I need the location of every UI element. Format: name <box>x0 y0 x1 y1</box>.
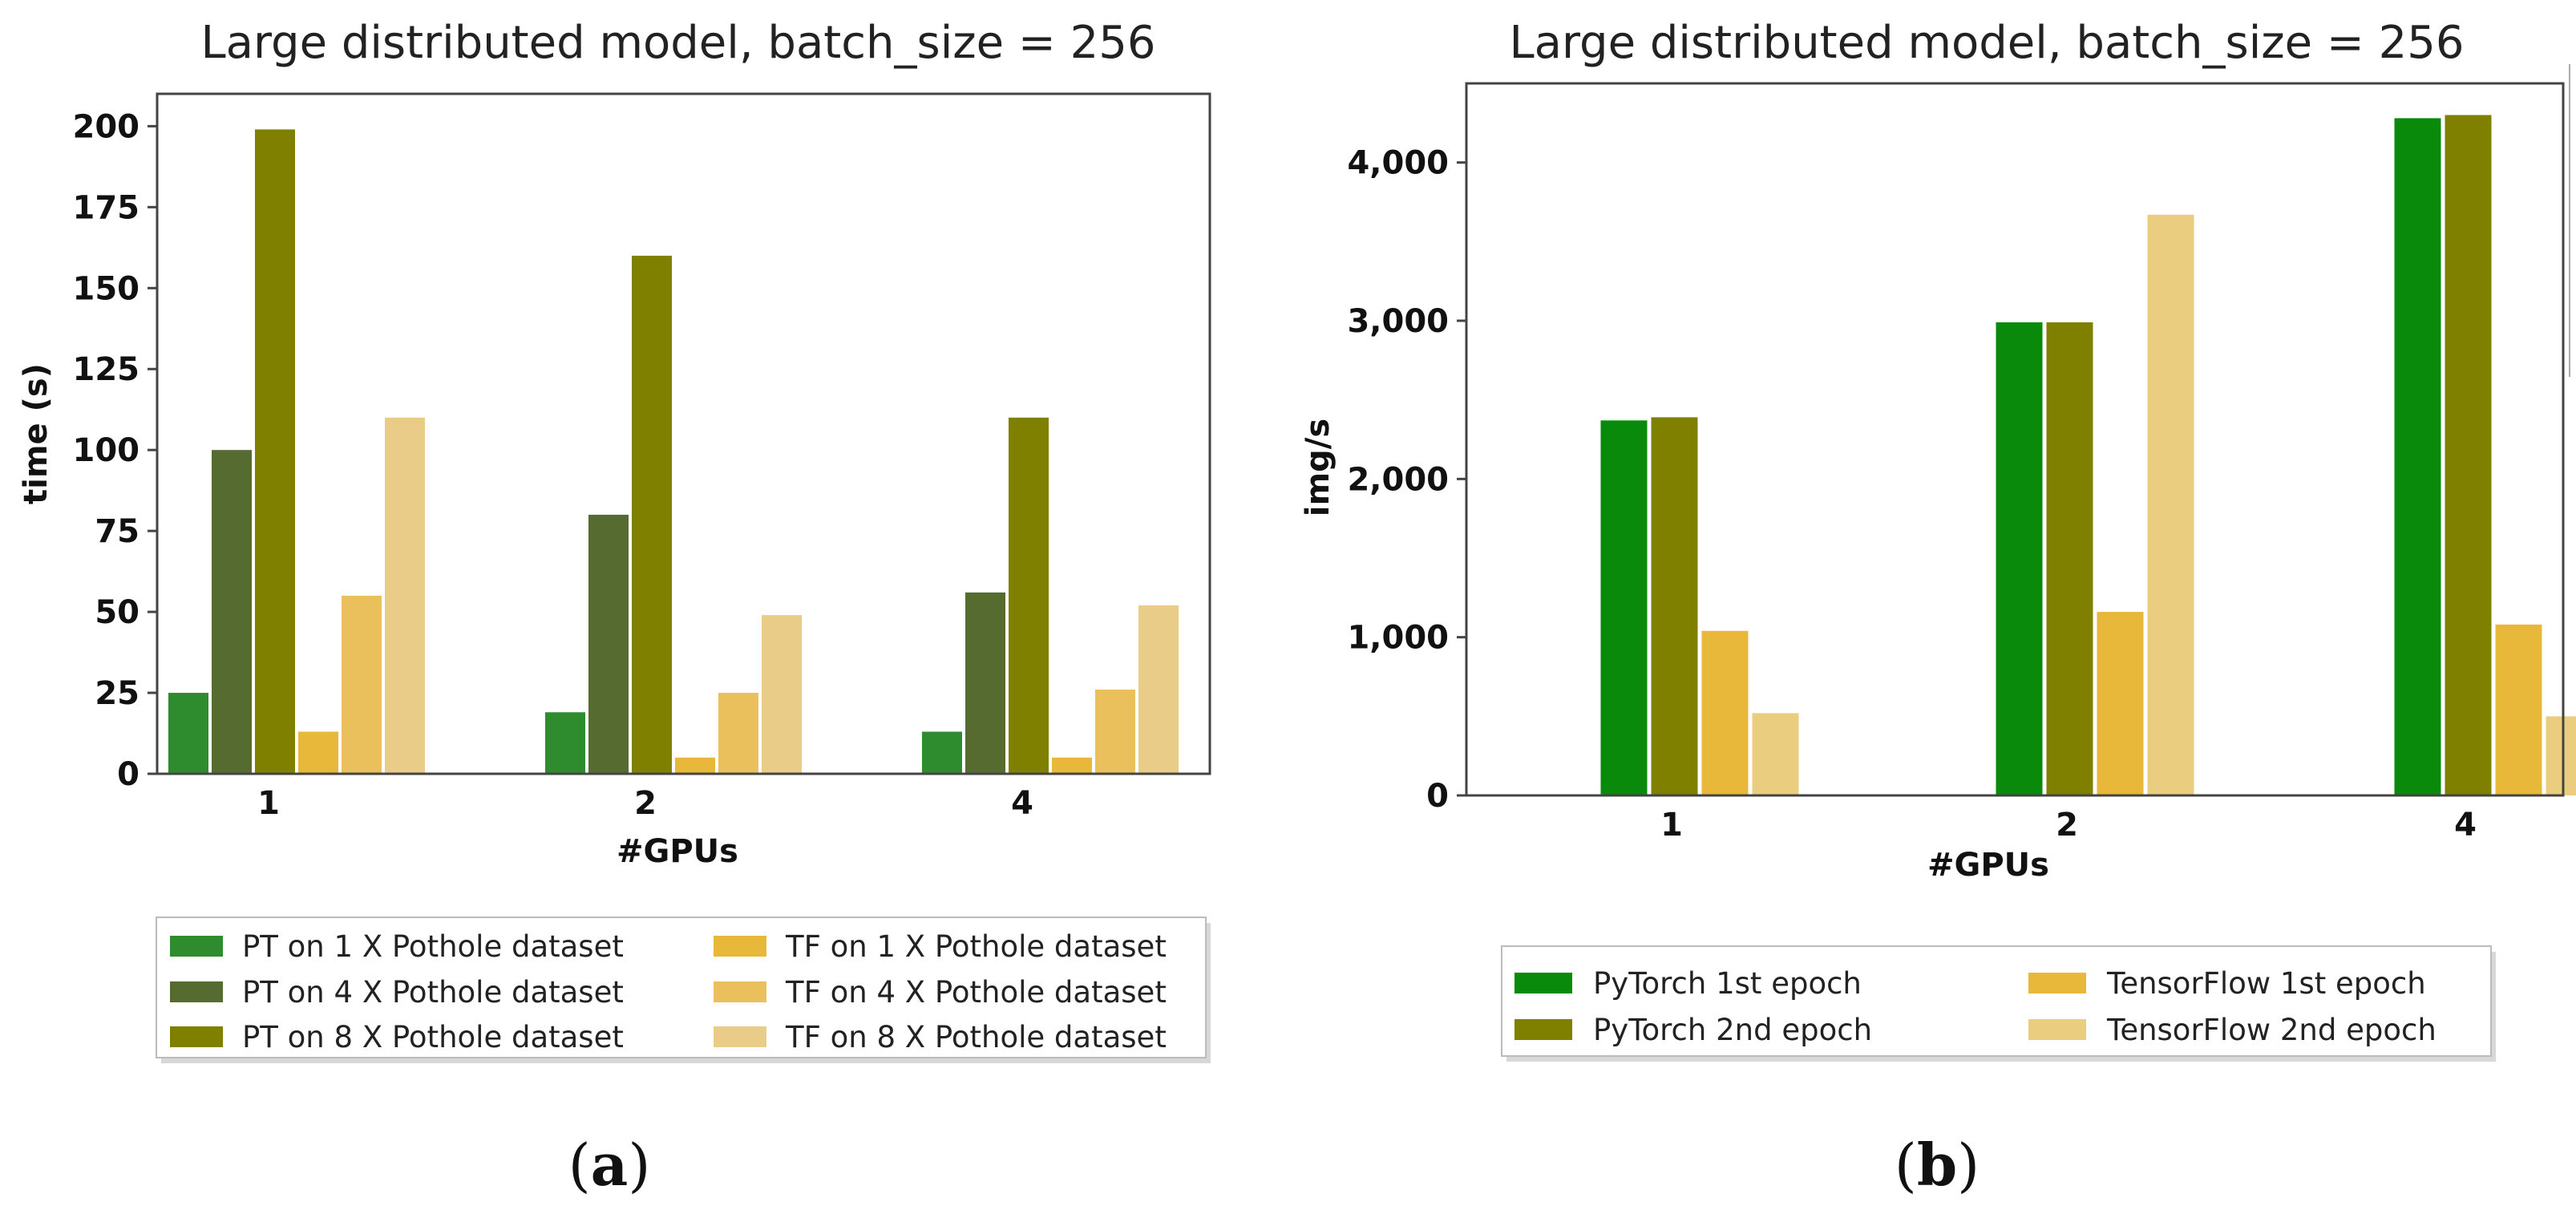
chart-a-bar-2-1 <box>212 450 252 774</box>
chart-a-y-tick-label: 0 <box>117 756 140 793</box>
chart-a-y-tick-label: 125 <box>73 351 140 388</box>
chart-a-legend-label: PT on 8 X Pothole dataset <box>242 1020 624 1054</box>
chart-b-plot-frame <box>1465 82 2565 797</box>
chart-b-y-tick-label: 0 <box>1426 778 1449 815</box>
chart-b: Large distributed model, batch_size = 25… <box>1300 17 2576 1199</box>
chart-a-legend-label: PT on 1 X Pothole dataset <box>242 929 624 964</box>
chart-a-y-tick-label: 175 <box>73 189 140 226</box>
chart-a-legend-swatch <box>170 1026 223 1047</box>
chart-a-bar-5-4 <box>1095 690 1135 774</box>
chart-a-legend: PT on 1 X Pothole dataset PT on 4 X Potho… <box>156 917 1211 1063</box>
chart-b-bar-2-4 <box>2445 115 2492 795</box>
chart-a-legend-label: PT on 4 X Pothole dataset <box>242 975 624 1010</box>
chart-a-bar-5-1 <box>342 595 382 774</box>
chart-b-x-tick-label: 2 <box>2056 807 2078 844</box>
chart-a-bar-4-4 <box>1052 757 1092 774</box>
chart-a-bar-3-2 <box>632 255 672 774</box>
chart-a-bar-2-4 <box>965 592 1005 774</box>
chart-a-bar-1-2 <box>545 712 585 774</box>
chart-a-title: Large distributed model, batch_size = 25… <box>200 17 1155 69</box>
chart-a-bar-6-1 <box>385 417 425 774</box>
chart-a-legend-swatch <box>714 981 766 1002</box>
chart-a-bar-2-2 <box>588 514 629 774</box>
chart-a-x-ticks: 1 2 4 <box>257 785 1033 822</box>
chart-a-legend-label: TF on 1 X Pothole dataset <box>785 929 1167 964</box>
chart-a-bars <box>168 129 1179 774</box>
chart-a-bar-5-2 <box>718 693 758 774</box>
chart-a-bar-6-4 <box>1138 605 1179 774</box>
chart-b-y-ticks: 0 1,000 2,000 3,000 4,000 <box>1347 145 1466 815</box>
chart-b-bar-3-1 <box>1701 630 1749 795</box>
chart-a-legend-swatch <box>714 936 766 957</box>
chart-b-bar-2-1 <box>1651 417 1698 795</box>
chart-b-y-tick-label: 2,000 <box>1347 461 1449 498</box>
chart-a-bar-6-2 <box>762 615 802 774</box>
chart-a-y-tick-label: 50 <box>95 594 140 631</box>
chart-a-y-tick-label: 200 <box>73 108 140 145</box>
panel-label-b: (b) <box>1895 1131 1980 1199</box>
chart-b-x-axis-label: #GPUs <box>1927 847 2049 884</box>
chart-a-legend-label: TF on 8 X Pothole dataset <box>785 1020 1167 1054</box>
chart-b-x-ticks: 1 2 4 <box>1660 807 2477 844</box>
chart-a-x-axis-label: #GPUs <box>617 833 738 870</box>
chart-b-bar-1-1 <box>1600 420 1648 795</box>
chart-b-title: Large distributed model, batch_size = 25… <box>1509 17 2464 69</box>
chart-a-legend-swatch <box>714 1026 766 1047</box>
chart-b-bar-2-2 <box>2046 322 2093 795</box>
chart-b-bar-3-4 <box>2495 624 2542 795</box>
chart-b-bar-4-2 <box>2147 214 2194 796</box>
chart-b-y-tick-label: 4,000 <box>1347 145 1449 182</box>
chart-b-legend-swatch <box>2028 973 2086 993</box>
chart-a: Large distributed model, batch_size = 25… <box>18 17 1211 1199</box>
chart-b-legend: PyTorch 1st epoch PyTorch 2nd epoch Tensor… <box>1501 945 2496 1062</box>
chart-b-bar-1-4 <box>2394 118 2441 795</box>
chart-b-bar-4-1 <box>1752 713 1799 795</box>
chart-a-legend-swatch <box>170 981 223 1002</box>
panel-label-a: (a) <box>568 1131 651 1199</box>
chart-a-bar-1-1 <box>168 693 208 774</box>
chart-a-x-tick-label: 4 <box>1011 785 1033 822</box>
chart-a-x-tick-label: 2 <box>634 785 657 822</box>
chart-b-legend-swatch <box>2028 1019 2086 1040</box>
chart-b-legend-swatch <box>1514 973 1572 993</box>
chart-b-bars <box>1600 115 2576 796</box>
chart-b-y-axis-label: img/s <box>1300 419 1337 516</box>
chart-a-y-axis-label: time (s) <box>18 363 55 504</box>
chart-a-legend-swatch <box>170 936 223 957</box>
chart-b-legend-label: PyTorch 1st epoch <box>1593 966 1862 1001</box>
chart-b-x-tick-label: 4 <box>2454 807 2477 844</box>
chart-a-y-tick-label: 100 <box>73 432 140 469</box>
chart-a-y-tick-label: 25 <box>95 675 140 712</box>
chart-a-bar-1-4 <box>922 731 962 774</box>
chart-a-bar-4-1 <box>298 731 338 774</box>
chart-b-legend-swatch <box>1514 1019 1572 1040</box>
chart-a-y-ticks: 0 25 50 75 100 125 150 175 200 <box>73 108 157 793</box>
chart-b-legend-label: PyTorch 2nd epoch <box>1593 1013 1872 1047</box>
chart-a-legend-label: TF on 4 X Pothole dataset <box>785 975 1167 1010</box>
chart-a-bar-3-4 <box>1009 417 1049 774</box>
chart-b-bar-4-4 <box>2546 716 2576 795</box>
chart-a-bar-4-2 <box>675 757 715 774</box>
chart-a-bar-3-1 <box>255 129 295 774</box>
chart-b-y-tick-label: 3,000 <box>1347 303 1449 340</box>
chart-b-x-tick-label: 1 <box>1660 807 1683 844</box>
chart-a-y-tick-label: 75 <box>95 513 140 550</box>
chart-b-bar-3-2 <box>2097 612 2144 795</box>
chart-b-legend-label: TensorFlow 2nd epoch <box>2106 1013 2436 1047</box>
chart-a-y-tick-label: 150 <box>73 270 140 307</box>
chart-b-legend-label: TensorFlow 1st epoch <box>2106 966 2426 1001</box>
chart-a-plot-frame <box>156 92 1211 775</box>
chart-b-y-tick-label: 1,000 <box>1347 620 1449 657</box>
chart-b-bar-1-2 <box>1996 322 2043 795</box>
chart-a-x-tick-label: 1 <box>257 785 280 822</box>
